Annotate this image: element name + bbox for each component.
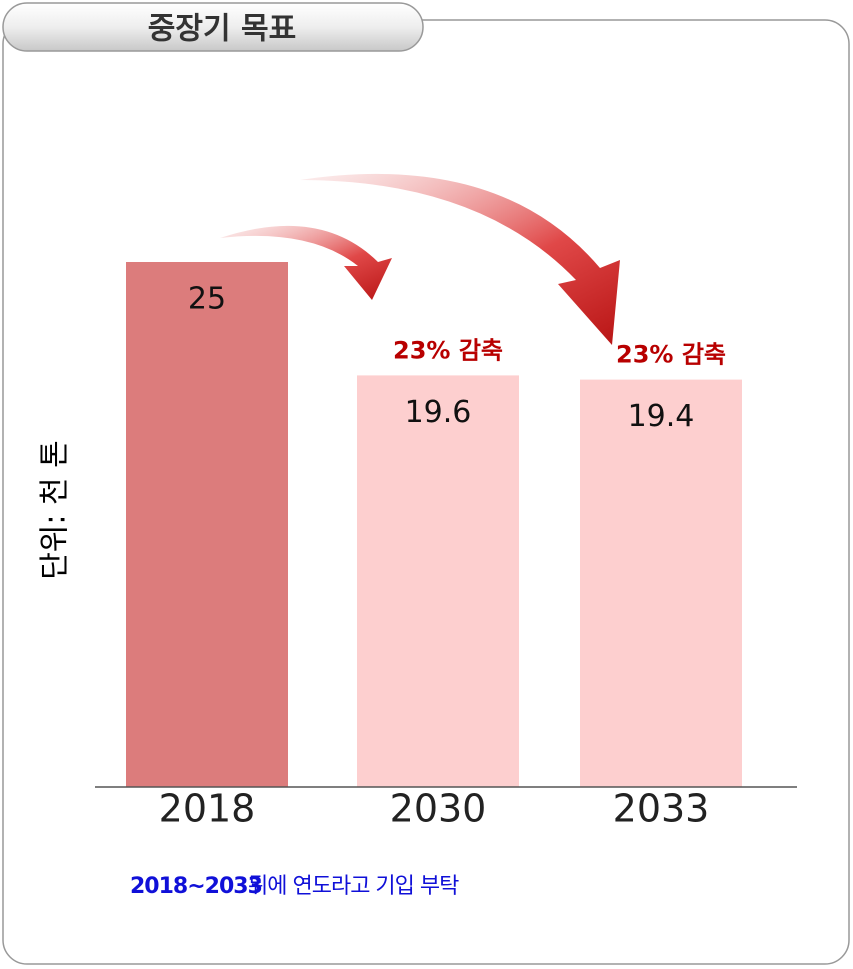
annotation: 23% 감축 [616,341,726,369]
bar [126,262,288,787]
chart-title: 중장기 목표 [148,12,296,47]
x-tick-label: 2018 [159,787,256,831]
frame [2,19,850,965]
value-label: 19.4 [628,399,695,434]
value-label: 25 [188,282,226,317]
y-axis-label: 단위: 천 톤 [38,440,73,580]
footnote: 뒤에 연도라고 기입 부탁 [248,874,459,899]
footnote-highlight: 2018~2033 [130,874,262,899]
arrow [300,173,620,345]
title-tab [2,2,424,52]
arrow [220,225,392,300]
value-label: 19.6 [405,395,472,430]
x-tick-label: 2030 [390,787,487,831]
annotation: 23% 감축 [393,336,503,364]
bar [357,375,519,787]
x-tick-label: 2033 [613,787,710,831]
bar [580,379,742,787]
